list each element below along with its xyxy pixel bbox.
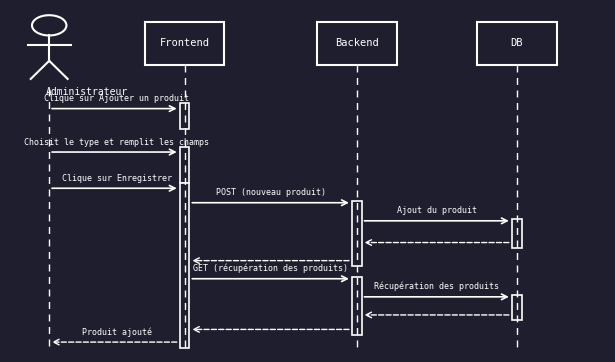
Bar [317, 22, 397, 65]
Text: Frontend: Frontend [159, 38, 210, 49]
Text: Choisit le type et remplit les champs: Choisit le type et remplit les champs [25, 138, 209, 147]
Text: GET (récupération des produits): GET (récupération des produits) [193, 264, 348, 273]
Text: Ajout du produit: Ajout du produit [397, 206, 477, 215]
Text: DB: DB [510, 38, 523, 49]
Bar [180, 183, 189, 348]
Bar [180, 147, 189, 183]
Text: Récupération des produits: Récupération des produits [374, 282, 499, 291]
Text: Backend: Backend [335, 38, 379, 49]
Text: Administrateur: Administrateur [46, 87, 129, 97]
Bar [512, 219, 522, 248]
Bar [512, 295, 522, 320]
Text: Clique sur Ajouter un produit: Clique sur Ajouter un produit [44, 94, 189, 103]
Bar [352, 277, 362, 335]
Text: Produit ajouté: Produit ajouté [82, 327, 152, 337]
Bar [145, 22, 224, 65]
Text: POST (nouveau produit): POST (nouveau produit) [216, 188, 325, 197]
Bar [352, 201, 362, 266]
Text: Clique sur Enregistrer: Clique sur Enregistrer [62, 174, 172, 183]
Bar [477, 22, 557, 65]
Bar [180, 103, 189, 129]
